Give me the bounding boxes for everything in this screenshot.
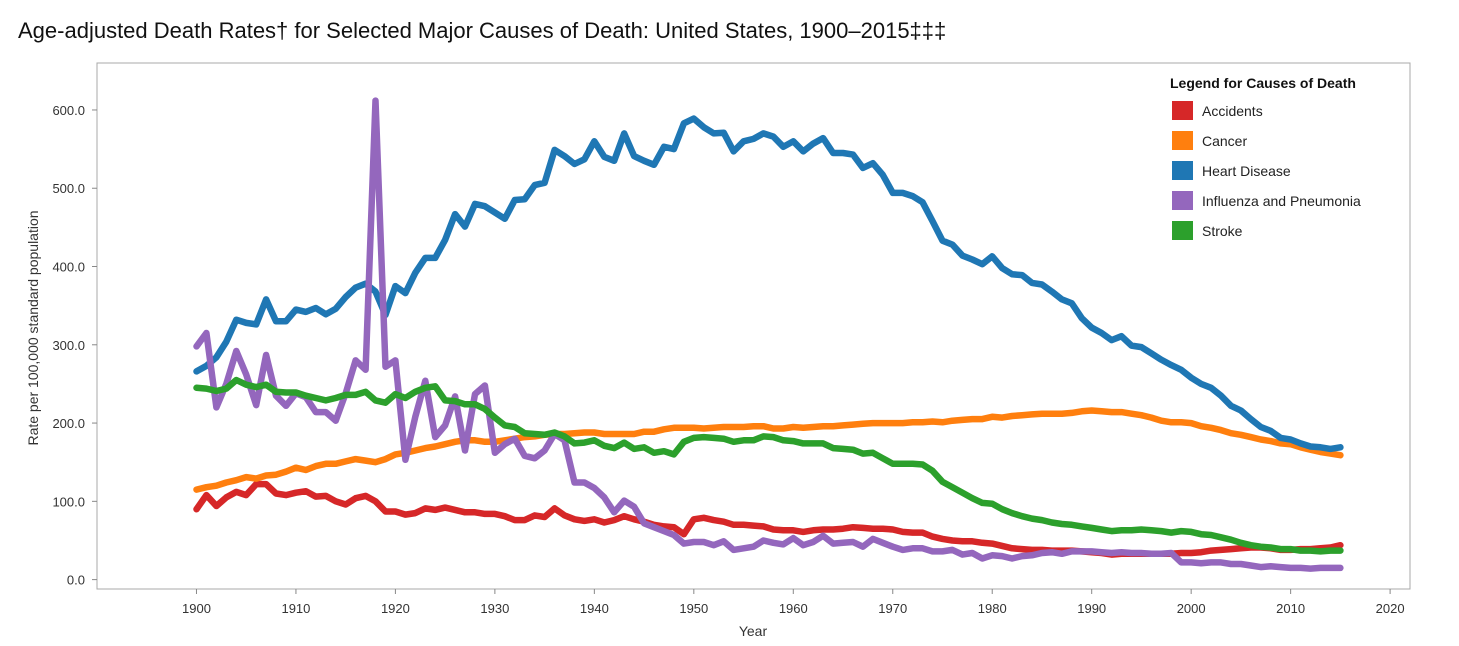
series-line-stroke	[193, 376, 1344, 555]
legend-label-cancer: Cancer	[1202, 133, 1247, 149]
y-axis-title: Rate per 100,000 standard population	[25, 210, 41, 445]
y-tick-label: 300.0	[52, 338, 85, 353]
x-tick-label: 2010	[1276, 601, 1305, 616]
x-tick-label: 1970	[878, 601, 907, 616]
legend-label-stroke: Stroke	[1202, 223, 1243, 239]
x-tick-label: 1990	[1077, 601, 1106, 616]
x-tick-label: 1980	[978, 601, 1007, 616]
x-tick-label: 1910	[281, 601, 310, 616]
y-tick-label: 400.0	[52, 260, 85, 275]
x-tick-label: 2020	[1376, 601, 1405, 616]
x-tick-label: 1960	[779, 601, 808, 616]
series-line-cancer	[193, 407, 1344, 493]
x-axis-title: Year	[739, 623, 768, 639]
y-tick-label: 600.0	[52, 103, 85, 118]
series-line-heart-disease	[193, 115, 1344, 453]
y-tick-label: 100.0	[52, 494, 85, 509]
x-tick-label: 1950	[679, 601, 708, 616]
legend-swatch-heart-disease	[1172, 161, 1193, 180]
series-lines	[193, 97, 1344, 572]
x-tick-label: 1930	[480, 601, 509, 616]
legend-swatch-accidents	[1172, 101, 1193, 120]
y-tick-label: 500.0	[52, 181, 85, 196]
y-axis: 0.0 100.0 200.0 300.0 400.0 500.0 600.0	[52, 103, 97, 588]
series-line-influenza-and-pneumonia	[193, 97, 1344, 572]
legend-label-heart-disease: Heart Disease	[1202, 163, 1291, 179]
x-tick-label: 1900	[182, 601, 211, 616]
legend-swatch-stroke	[1172, 221, 1193, 240]
legend-label-accidents: Accidents	[1202, 103, 1263, 119]
y-tick-label: 0.0	[67, 573, 85, 588]
legend-title: Legend for Causes of Death	[1170, 75, 1356, 91]
chart-title: Age-adjusted Death Rates† for Selected M…	[18, 18, 947, 43]
x-tick-label: 2000	[1177, 601, 1206, 616]
legend-label-influenza-and-pneumonia: Influenza and Pneumonia	[1202, 193, 1361, 209]
y-tick-label: 200.0	[52, 416, 85, 431]
legend: Legend for Causes of Death Accidents Canc…	[1170, 75, 1361, 240]
x-tick-label: 1940	[580, 601, 609, 616]
x-axis: 1900 1910 1920 1930 1940 1950 1960 1970 1980 1990…	[182, 589, 1405, 616]
legend-swatch-cancer	[1172, 131, 1193, 150]
plot-frame	[96, 62, 1411, 590]
x-tick-label: 1920	[381, 601, 410, 616]
legend-swatch-influenza-and-pneumonia	[1172, 191, 1193, 210]
